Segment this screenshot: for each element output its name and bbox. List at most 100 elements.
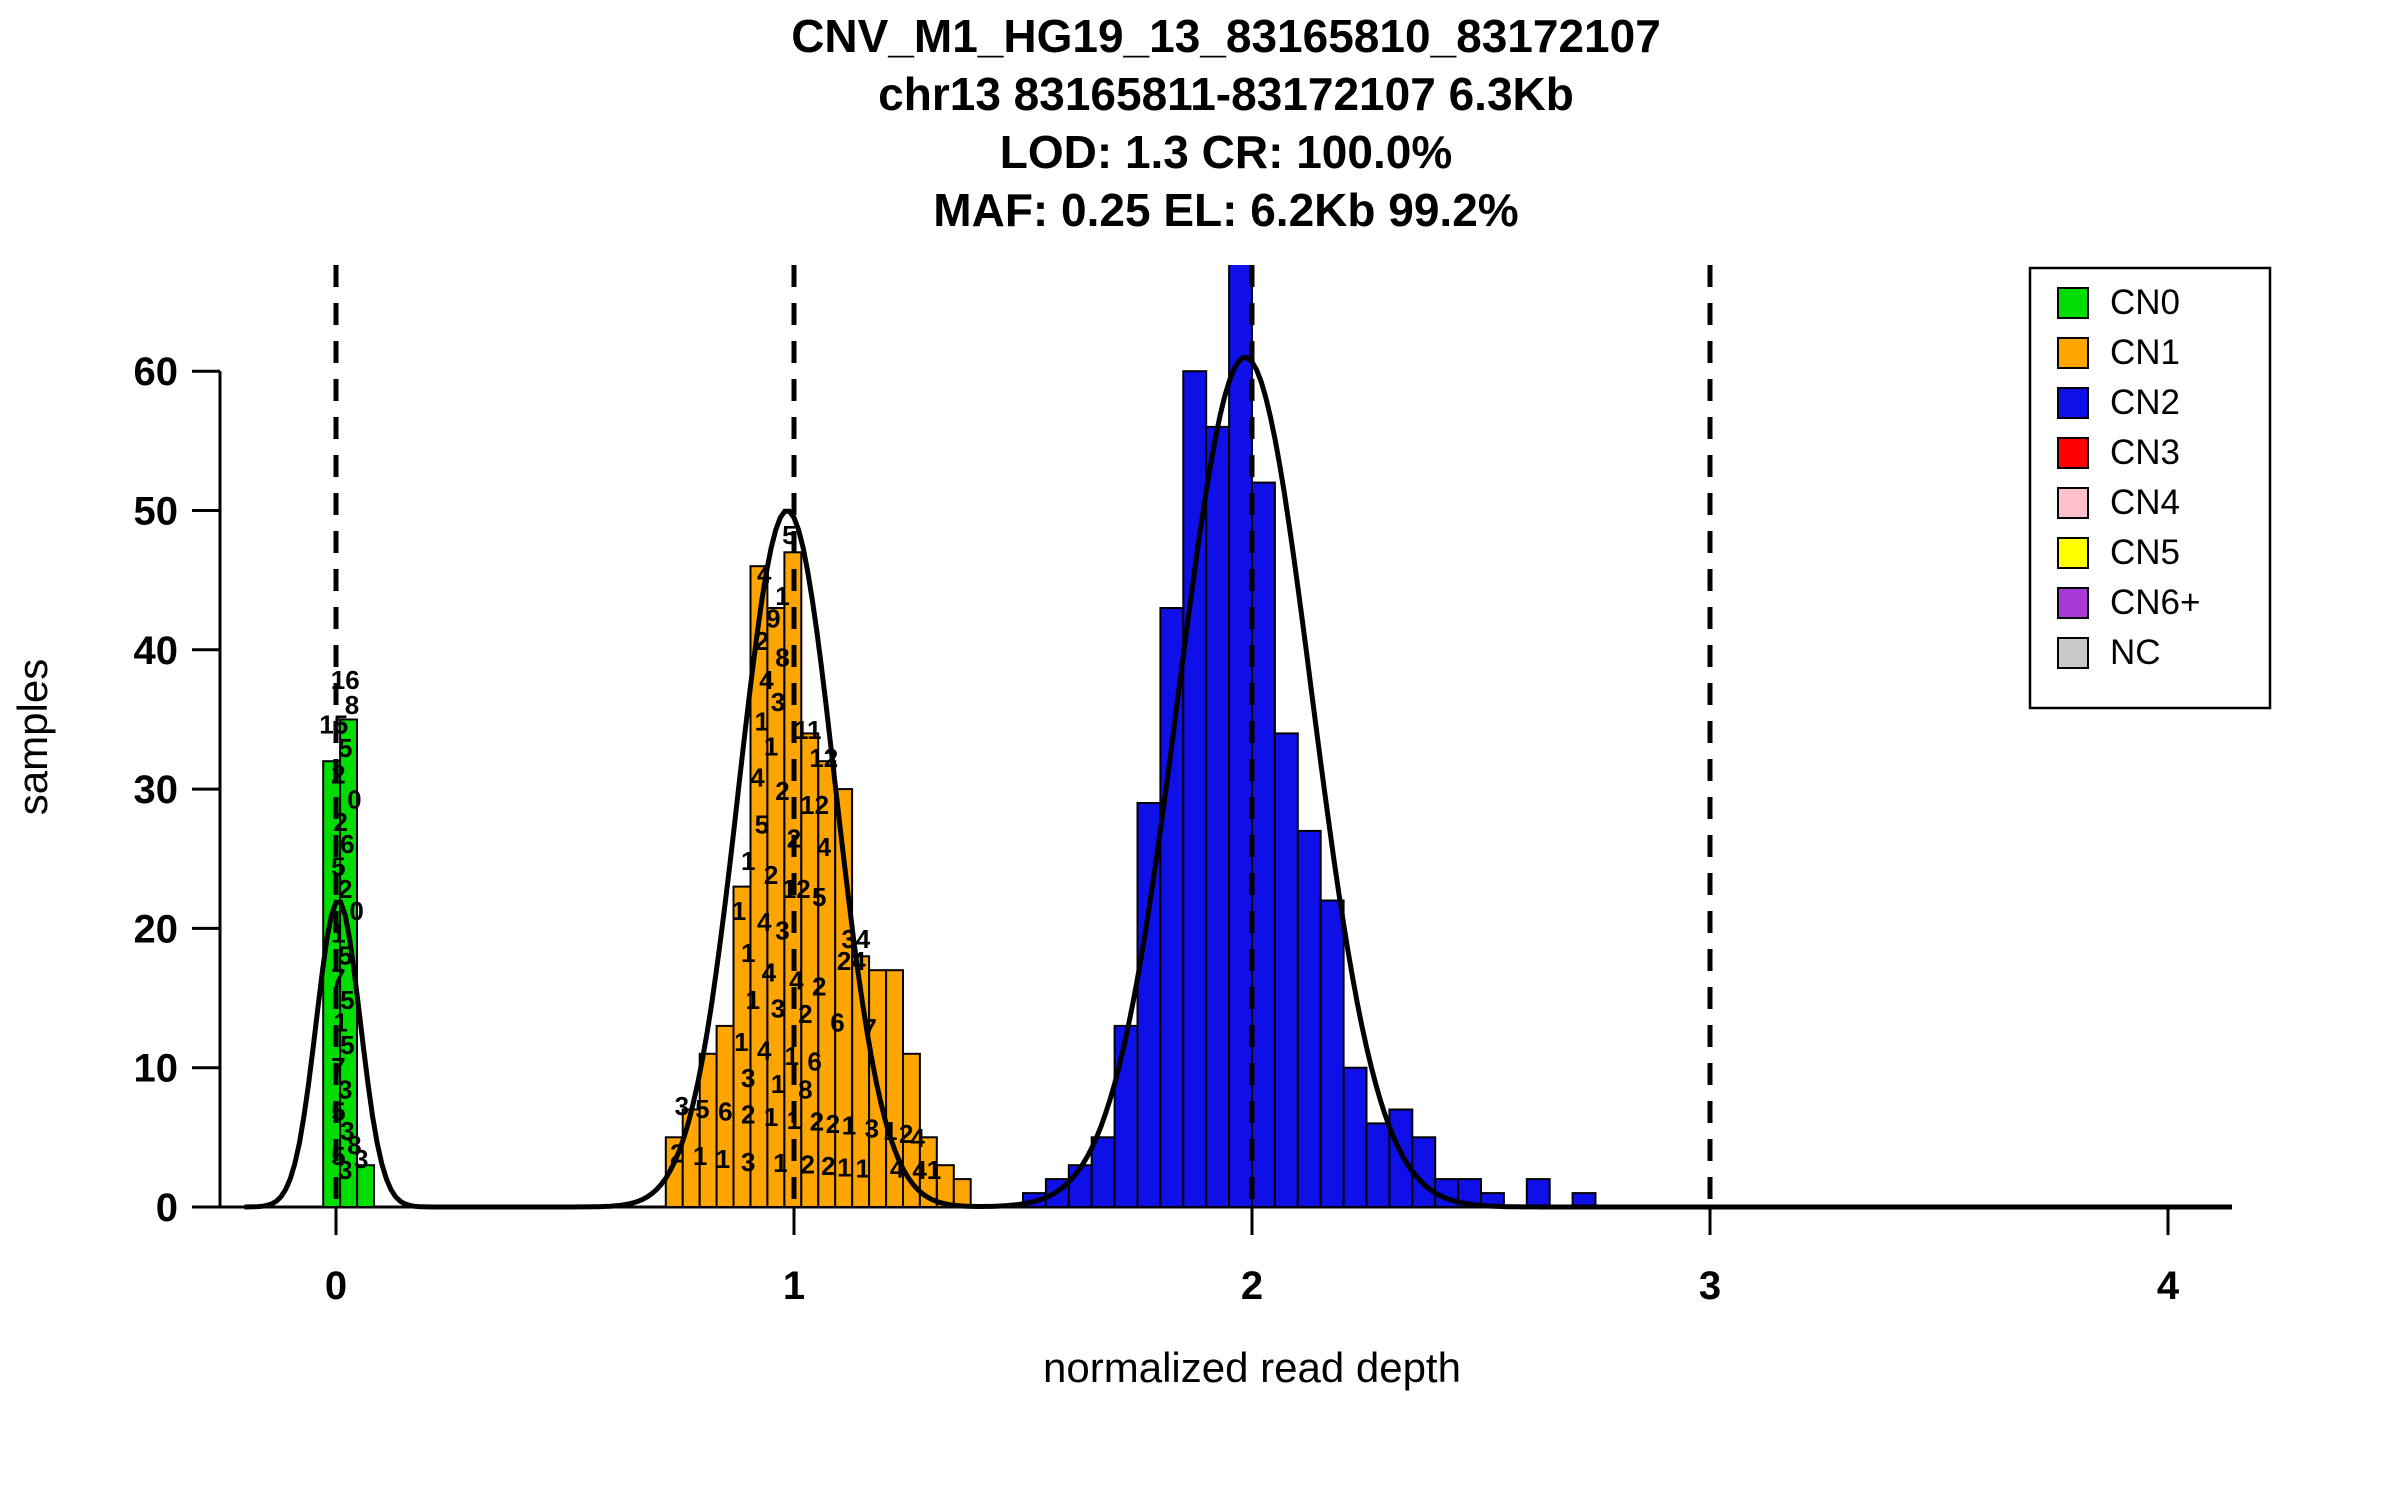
legend-swatch-cn1 bbox=[2057, 337, 2089, 369]
sample-count-label: 3 bbox=[338, 1074, 352, 1104]
sample-count-label: 5 bbox=[782, 520, 796, 550]
legend-label-cn5: CN5 bbox=[2110, 533, 2180, 572]
y-tick-label: 30 bbox=[134, 768, 179, 812]
sample-count-label: 12 bbox=[809, 743, 838, 773]
sample-count-label: 3 bbox=[741, 1063, 755, 1093]
histogram-bar-cn2 bbox=[1296, 829, 1322, 1209]
sample-count-label: 1 bbox=[764, 732, 778, 762]
sample-count-label: 12 bbox=[782, 874, 811, 904]
sample-count-label: 6 bbox=[830, 1008, 844, 1038]
histogram-bar-cn2 bbox=[1525, 1178, 1551, 1208]
legend-label-cn3: CN3 bbox=[2110, 433, 2180, 472]
chart-title: CNV_M1_HG19_13_83165810_83172107 bbox=[791, 10, 1661, 62]
sample-count-label: 6 bbox=[340, 829, 354, 859]
sample-count-label: 3 bbox=[340, 1116, 354, 1146]
legend-label-cn1: CN1 bbox=[2110, 333, 2180, 372]
legend-label-nc: NC bbox=[2110, 633, 2161, 672]
sample-count-label: 2 bbox=[899, 1119, 913, 1149]
legend: CN0 CN1 CN2 CN3 CN4 CN5 CN6+ NC bbox=[2028, 266, 2272, 710]
x-tick-label: 1 bbox=[783, 1264, 805, 1308]
histogram-bar-cn2 bbox=[1182, 370, 1208, 1208]
sample-count-label: 4 bbox=[757, 1035, 772, 1065]
sample-count-label: 5 bbox=[338, 733, 352, 763]
sample-count-label: 2 bbox=[812, 971, 826, 1001]
sample-count-label: 1 bbox=[741, 846, 755, 876]
sample-count-label: 1 bbox=[693, 1141, 707, 1171]
legend-swatch-cn6 bbox=[2057, 587, 2089, 619]
density-curve bbox=[244, 355, 2232, 1210]
y-tick-label: 10 bbox=[134, 1047, 179, 1091]
sample-count-label: 2 bbox=[331, 760, 345, 790]
histogram-bars bbox=[322, 265, 1597, 1209]
sample-count-label: 8 bbox=[775, 643, 789, 673]
sample-count-label: 2 bbox=[741, 1099, 755, 1129]
sample-count-label: 7 bbox=[862, 1013, 876, 1043]
legend-swatch-cn5 bbox=[2057, 537, 2089, 569]
histogram-bar-cn1 bbox=[698, 1052, 718, 1209]
histogram-bar-cn2 bbox=[1342, 1066, 1368, 1208]
sample-count-label: 2 bbox=[800, 1150, 814, 1180]
legend-swatch-cn3 bbox=[2057, 437, 2089, 469]
histogram-bar-cn1 bbox=[902, 1052, 921, 1209]
sample-count-label: 2 bbox=[775, 776, 789, 806]
legend-swatch-cn4 bbox=[2057, 487, 2089, 519]
sample-count-label: 9 bbox=[766, 604, 780, 634]
sample-count-label: 11 bbox=[794, 715, 822, 745]
sample-count-label: 2 bbox=[787, 824, 801, 854]
chart-subtitle-maf-el: MAF: 0.25 EL: 6.2Kb 99.2% bbox=[933, 184, 1518, 236]
sample-count-label: 4 bbox=[757, 907, 772, 937]
sample-count-label: 5 bbox=[331, 1097, 345, 1127]
sample-count-label: 15 bbox=[319, 709, 348, 739]
histogram-bar-cn2 bbox=[1205, 425, 1231, 1208]
sample-count-label: 34 bbox=[841, 924, 870, 954]
sample-count-label: 4 bbox=[789, 966, 804, 996]
x-axis-title: normalized read depth bbox=[1043, 1344, 1461, 1391]
legend-label-cn2: CN2 bbox=[2110, 383, 2180, 422]
sample-count-label: 1 bbox=[787, 1105, 801, 1135]
sample-count-label: 41 bbox=[912, 1155, 941, 1185]
sample-count-label: 5 bbox=[695, 1094, 709, 1124]
y-tick-label: 20 bbox=[134, 907, 179, 951]
legend-label-cn4: CN4 bbox=[2110, 483, 2180, 522]
histogram-bar-cn2 bbox=[1090, 1136, 1116, 1209]
sample-count-label: 1 bbox=[855, 1154, 869, 1184]
sample-count-label: 8 bbox=[347, 1130, 361, 1160]
plot-area: 0 1 2 3 401020304050601681552026520157515735… bbox=[134, 265, 2232, 1308]
sample-count-label: 4 bbox=[757, 559, 772, 589]
sample-count-label: 6 bbox=[718, 1097, 732, 1127]
sample-count-label: 3 bbox=[741, 1147, 755, 1177]
sample-count-label: 5 bbox=[340, 1030, 354, 1060]
sample-count-label: 1 bbox=[771, 1069, 785, 1099]
sample-count-label: 5 bbox=[340, 985, 354, 1015]
sample-count-label: 5 bbox=[812, 882, 826, 912]
histogram-bar-cn2 bbox=[1388, 1108, 1414, 1208]
sample-count-label: 3 bbox=[775, 916, 789, 946]
sample-count-label: 2 bbox=[338, 874, 352, 904]
sample-count-label: 4 bbox=[890, 1154, 905, 1184]
sample-count-label: 4 bbox=[910, 1123, 925, 1153]
legend-swatch-nc bbox=[2057, 637, 2089, 669]
sample-count-label: 5 bbox=[331, 1141, 345, 1171]
chart-subtitle-region: chr13 83165811-83172107 6.3Kb bbox=[878, 68, 1574, 120]
sample-count-label: 5 bbox=[755, 810, 769, 840]
sample-count-label: 1 bbox=[883, 1116, 897, 1146]
sample-count-label: 1 bbox=[842, 1111, 856, 1141]
histogram-bar-cn2 bbox=[1273, 732, 1299, 1209]
sample-count-label: 1 bbox=[333, 1008, 347, 1038]
sample-count-label: 2 bbox=[798, 999, 812, 1029]
sample-count-label: 6 bbox=[807, 1047, 821, 1077]
sample-count-label: 1 bbox=[837, 1152, 851, 1182]
histogram-bar-cn1 bbox=[952, 1178, 972, 1208]
sample-count-label: 4 bbox=[762, 957, 777, 987]
sample-count-label: 2 bbox=[821, 1151, 835, 1181]
x-tick-label: 4 bbox=[2157, 1264, 2180, 1308]
sample-count-label: 3 bbox=[771, 994, 785, 1024]
sample-count-label: 2 bbox=[755, 626, 769, 656]
y-tick-label: 60 bbox=[134, 350, 179, 394]
sample-count-label: 4 bbox=[759, 665, 774, 695]
sample-count-label: 7 bbox=[331, 1052, 345, 1082]
sample-count-label: 24 bbox=[837, 946, 866, 976]
sample-count-label: 1 bbox=[732, 896, 746, 926]
sample-count-label: 3 bbox=[865, 1113, 879, 1143]
